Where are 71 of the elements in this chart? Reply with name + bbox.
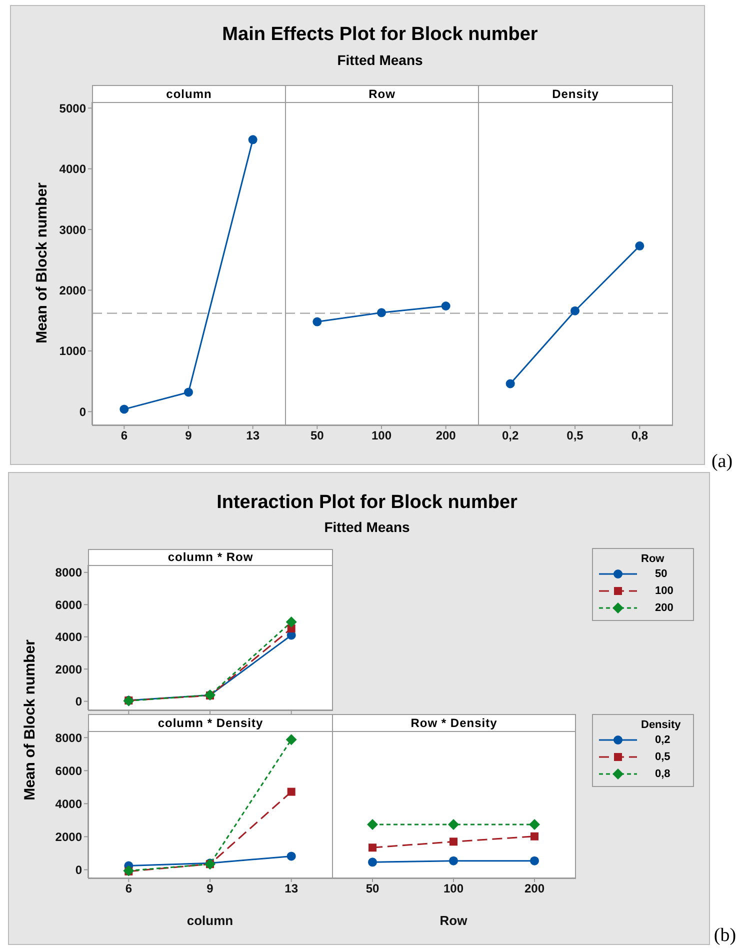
y-tick-label: 4000 <box>55 630 82 644</box>
chart-title: Density <box>478 85 673 103</box>
y-tick-label: 4000 <box>55 796 82 811</box>
x-tick-label: 100 <box>371 428 392 443</box>
x-tick-label: 0,8 <box>631 428 648 443</box>
y-axis-title: Mean of Block number <box>22 640 38 800</box>
y-tick-label: 4000 <box>59 162 86 176</box>
x-tick-label: 13 <box>246 428 260 443</box>
x-tick-label: 6 <box>125 882 132 896</box>
text: Interaction Plot for Block number <box>216 492 518 514</box>
point <box>530 832 538 840</box>
point <box>248 135 258 144</box>
y-tick-label: 5000 <box>59 101 86 116</box>
y-tick-label: 6000 <box>55 598 82 612</box>
point <box>287 788 296 796</box>
y-tick-label: 8000 <box>55 566 82 580</box>
x-tick-label: 9 <box>185 428 192 443</box>
legend-label: 0,8 <box>655 768 670 780</box>
legend-label: 200 <box>655 602 674 614</box>
point <box>184 388 193 397</box>
text: (b) <box>714 925 736 947</box>
legend-label: 100 <box>655 584 674 596</box>
point <box>286 616 297 628</box>
point <box>529 818 540 830</box>
x-tick-label: 9 <box>206 882 214 896</box>
chart-title: Row <box>285 85 479 103</box>
legend-title: Row <box>641 553 666 565</box>
point <box>286 734 297 746</box>
y-tick-label: 3000 <box>59 222 86 237</box>
x-tick-label: 13 <box>284 882 298 896</box>
point <box>449 856 458 866</box>
y-tick-label: 8000 <box>55 730 82 745</box>
x-tick-label: 200 <box>436 428 456 443</box>
y-tick-label: 6000 <box>55 764 82 778</box>
legend-label: 0,2 <box>655 734 670 746</box>
x-tick-label: 50 <box>366 882 380 896</box>
point <box>450 838 458 846</box>
y-tick-label: 2000 <box>55 830 82 844</box>
y-tick-label: 1000 <box>59 344 86 358</box>
point <box>448 818 459 830</box>
x-axis-title: Row <box>440 913 468 928</box>
point <box>368 858 377 867</box>
point <box>120 404 129 414</box>
point <box>286 852 296 861</box>
legend-label: 0,5 <box>655 750 670 762</box>
x-tick-label: 6 <box>120 428 128 443</box>
y-tick-label: 0 <box>75 863 82 877</box>
legend-title: Density <box>641 719 682 731</box>
point <box>530 856 539 866</box>
y-tick-label: 0 <box>75 694 82 709</box>
point <box>367 818 378 830</box>
y-axis-title: Mean of Block number <box>34 182 50 344</box>
point <box>368 844 376 852</box>
chart-title: column * Density <box>88 714 333 732</box>
x-tick-label: 100 <box>443 882 464 896</box>
chart-title: column <box>92 85 286 103</box>
x-tick-label: 0,5 <box>566 428 584 443</box>
y-tick-label: 2000 <box>59 283 86 298</box>
y-tick-label: 2000 <box>55 662 82 676</box>
chart-title: column * Row <box>88 549 333 566</box>
x-tick-label: 0,2 <box>502 428 519 443</box>
y-tick-label: 0 <box>79 404 86 419</box>
x-tick-label: 200 <box>524 882 545 896</box>
x-tick-label: 50 <box>310 428 324 443</box>
legend-label: 50 <box>655 568 668 580</box>
text: (a) <box>711 451 733 473</box>
text: Fitted Means <box>337 52 423 68</box>
chart-title: Row * Density <box>332 714 576 732</box>
text: Fitted Means <box>324 519 410 535</box>
text: Main Effects Plot for Block number <box>222 24 538 46</box>
x-axis-title: column <box>186 913 234 928</box>
